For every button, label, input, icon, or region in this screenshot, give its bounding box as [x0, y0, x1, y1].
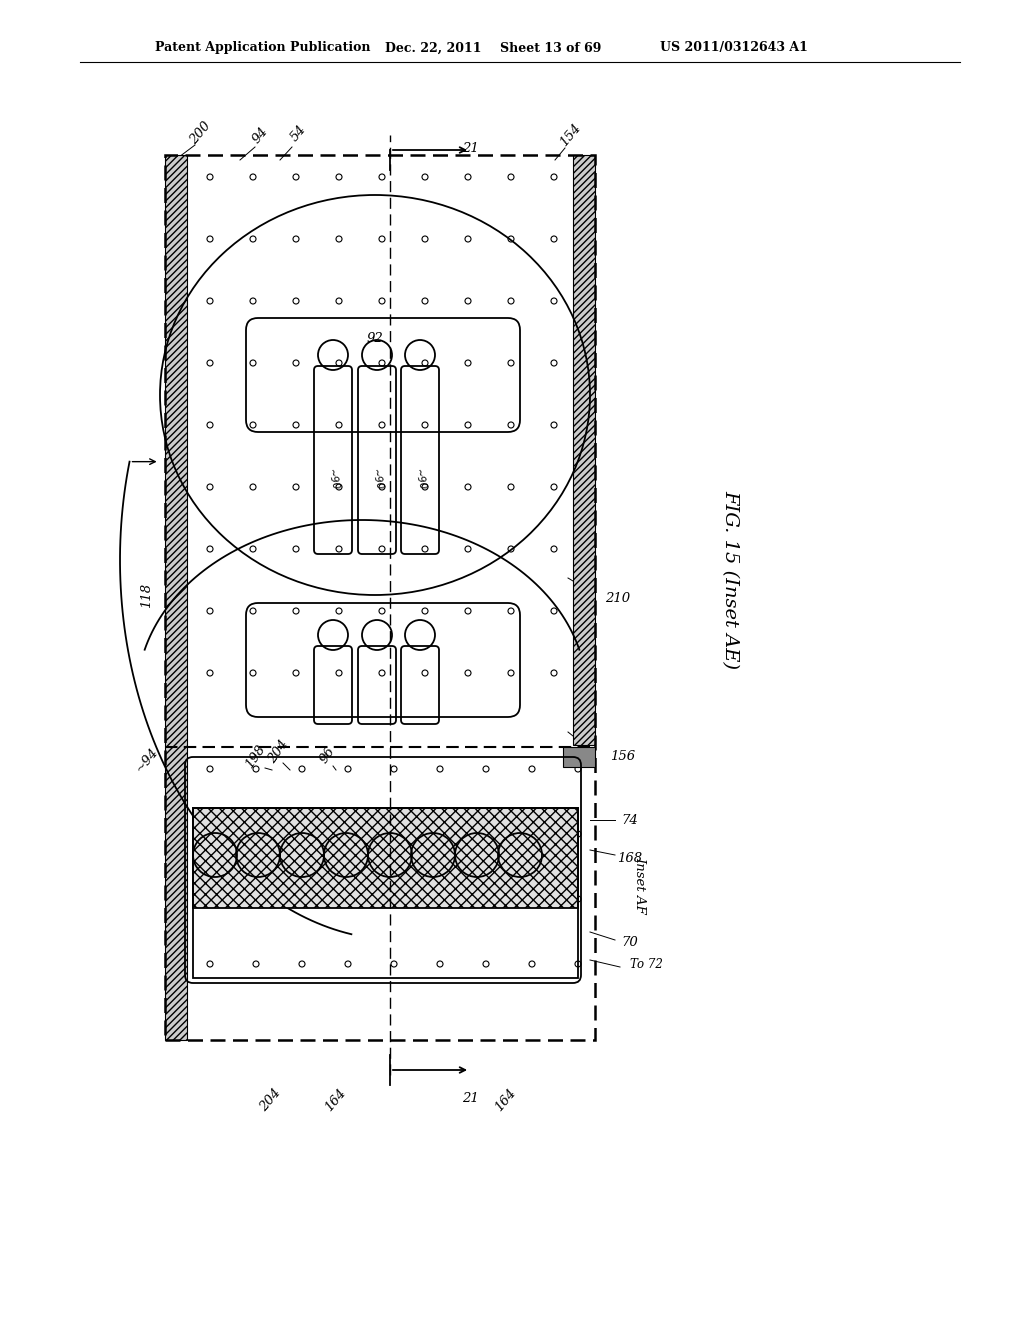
- Text: 168: 168: [617, 851, 643, 865]
- Text: 21: 21: [462, 141, 478, 154]
- Text: 204: 204: [265, 738, 291, 766]
- Text: 74: 74: [622, 813, 638, 826]
- Text: US 2011/0312643 A1: US 2011/0312643 A1: [660, 41, 808, 54]
- Bar: [573, 154, 595, 744]
- Text: 156: 156: [610, 751, 636, 763]
- Bar: [563, 747, 595, 767]
- Text: 164: 164: [322, 1086, 348, 1114]
- Text: 210: 210: [605, 591, 631, 605]
- Text: 54: 54: [288, 123, 308, 144]
- Text: Patent Application Publication: Patent Application Publication: [155, 41, 371, 54]
- Text: 118: 118: [140, 582, 154, 607]
- Text: 92: 92: [367, 331, 383, 345]
- Text: ~90: ~90: [370, 469, 385, 492]
- Text: ~90: ~90: [326, 469, 341, 492]
- Text: 94: 94: [250, 124, 270, 145]
- Bar: [193, 808, 578, 908]
- Text: Sheet 13 of 69: Sheet 13 of 69: [500, 41, 601, 54]
- Bar: [193, 808, 578, 978]
- Bar: [165, 154, 595, 1040]
- Text: Inset AF: Inset AF: [634, 857, 646, 913]
- Text: Dec. 22, 2011: Dec. 22, 2011: [385, 41, 481, 54]
- Text: 70: 70: [622, 936, 638, 949]
- Text: FIG. 15 (Inset AE): FIG. 15 (Inset AE): [721, 491, 739, 669]
- Text: To 72: To 72: [630, 958, 663, 972]
- Text: 164: 164: [492, 1086, 518, 1114]
- Text: ~90: ~90: [413, 469, 428, 492]
- Bar: [165, 154, 187, 1040]
- Text: 200: 200: [187, 119, 213, 147]
- Text: ~94: ~94: [133, 746, 161, 775]
- Text: 198: 198: [243, 743, 267, 771]
- Text: 96: 96: [316, 744, 337, 766]
- Text: 154: 154: [557, 121, 583, 149]
- Text: 21: 21: [462, 1092, 478, 1105]
- Text: 204: 204: [257, 1086, 283, 1114]
